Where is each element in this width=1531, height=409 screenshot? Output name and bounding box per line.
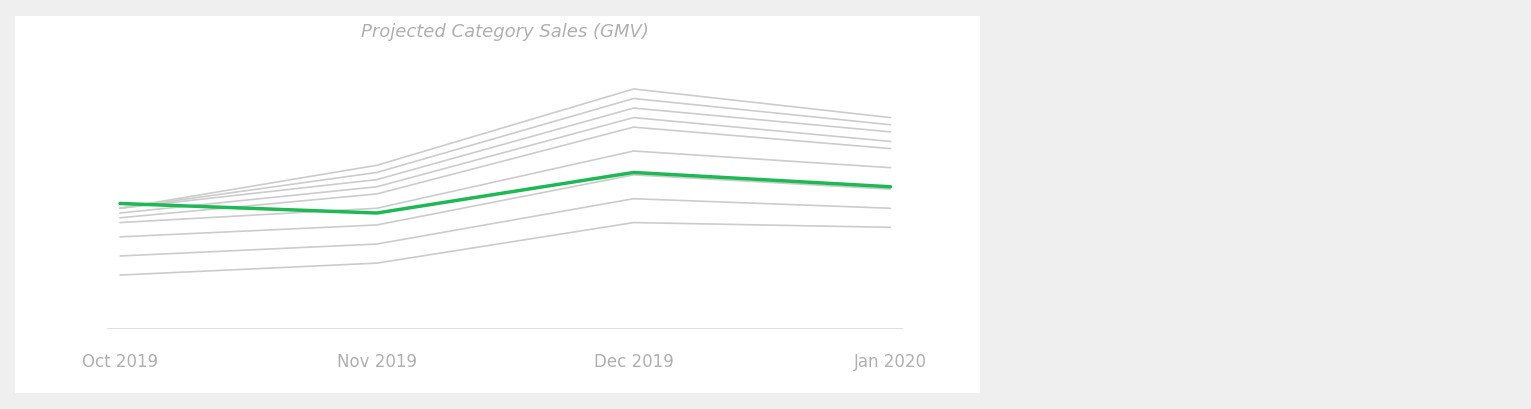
FancyBboxPatch shape xyxy=(6,13,989,396)
Title: Projected Category Sales (GMV): Projected Category Sales (GMV) xyxy=(361,22,649,40)
